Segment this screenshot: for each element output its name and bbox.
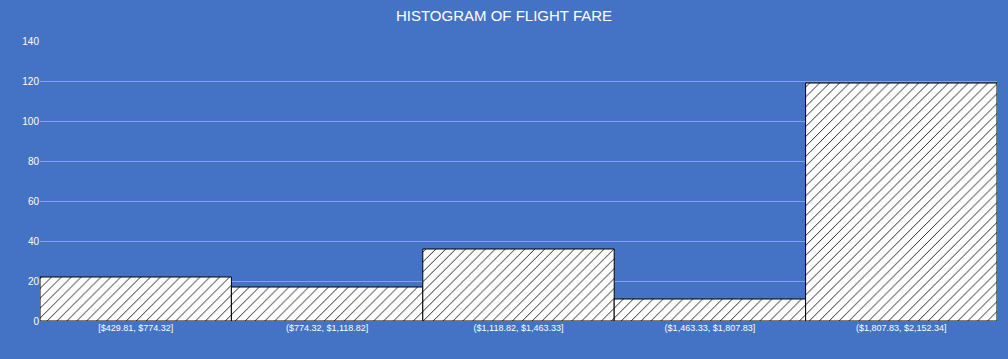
svg-text:($1,463.33, $1,807.83]: ($1,463.33, $1,807.83] — [665, 323, 756, 333]
svg-text:120: 120 — [22, 76, 39, 87]
svg-text:[$429.81, $774.32]: [$429.81, $774.32] — [98, 323, 173, 333]
svg-text:($1,118.82, $1,463.33]: ($1,118.82, $1,463.33] — [474, 323, 564, 333]
svg-text:40: 40 — [28, 236, 40, 247]
svg-text:60: 60 — [28, 196, 40, 207]
svg-text:0: 0 — [33, 316, 39, 327]
svg-text:($1,807.83, $2,152.34]: ($1,807.83, $2,152.34] — [856, 323, 947, 333]
svg-text:140: 140 — [22, 36, 39, 47]
svg-text:($774.32, $1,118.82]: ($774.32, $1,118.82] — [286, 323, 368, 333]
svg-text:100: 100 — [22, 116, 39, 127]
svg-text:80: 80 — [28, 156, 40, 167]
svg-text:HISTOGRAM OF FLIGHT FARE: HISTOGRAM OF FLIGHT FARE — [396, 7, 612, 24]
svg-text:20: 20 — [28, 276, 40, 287]
